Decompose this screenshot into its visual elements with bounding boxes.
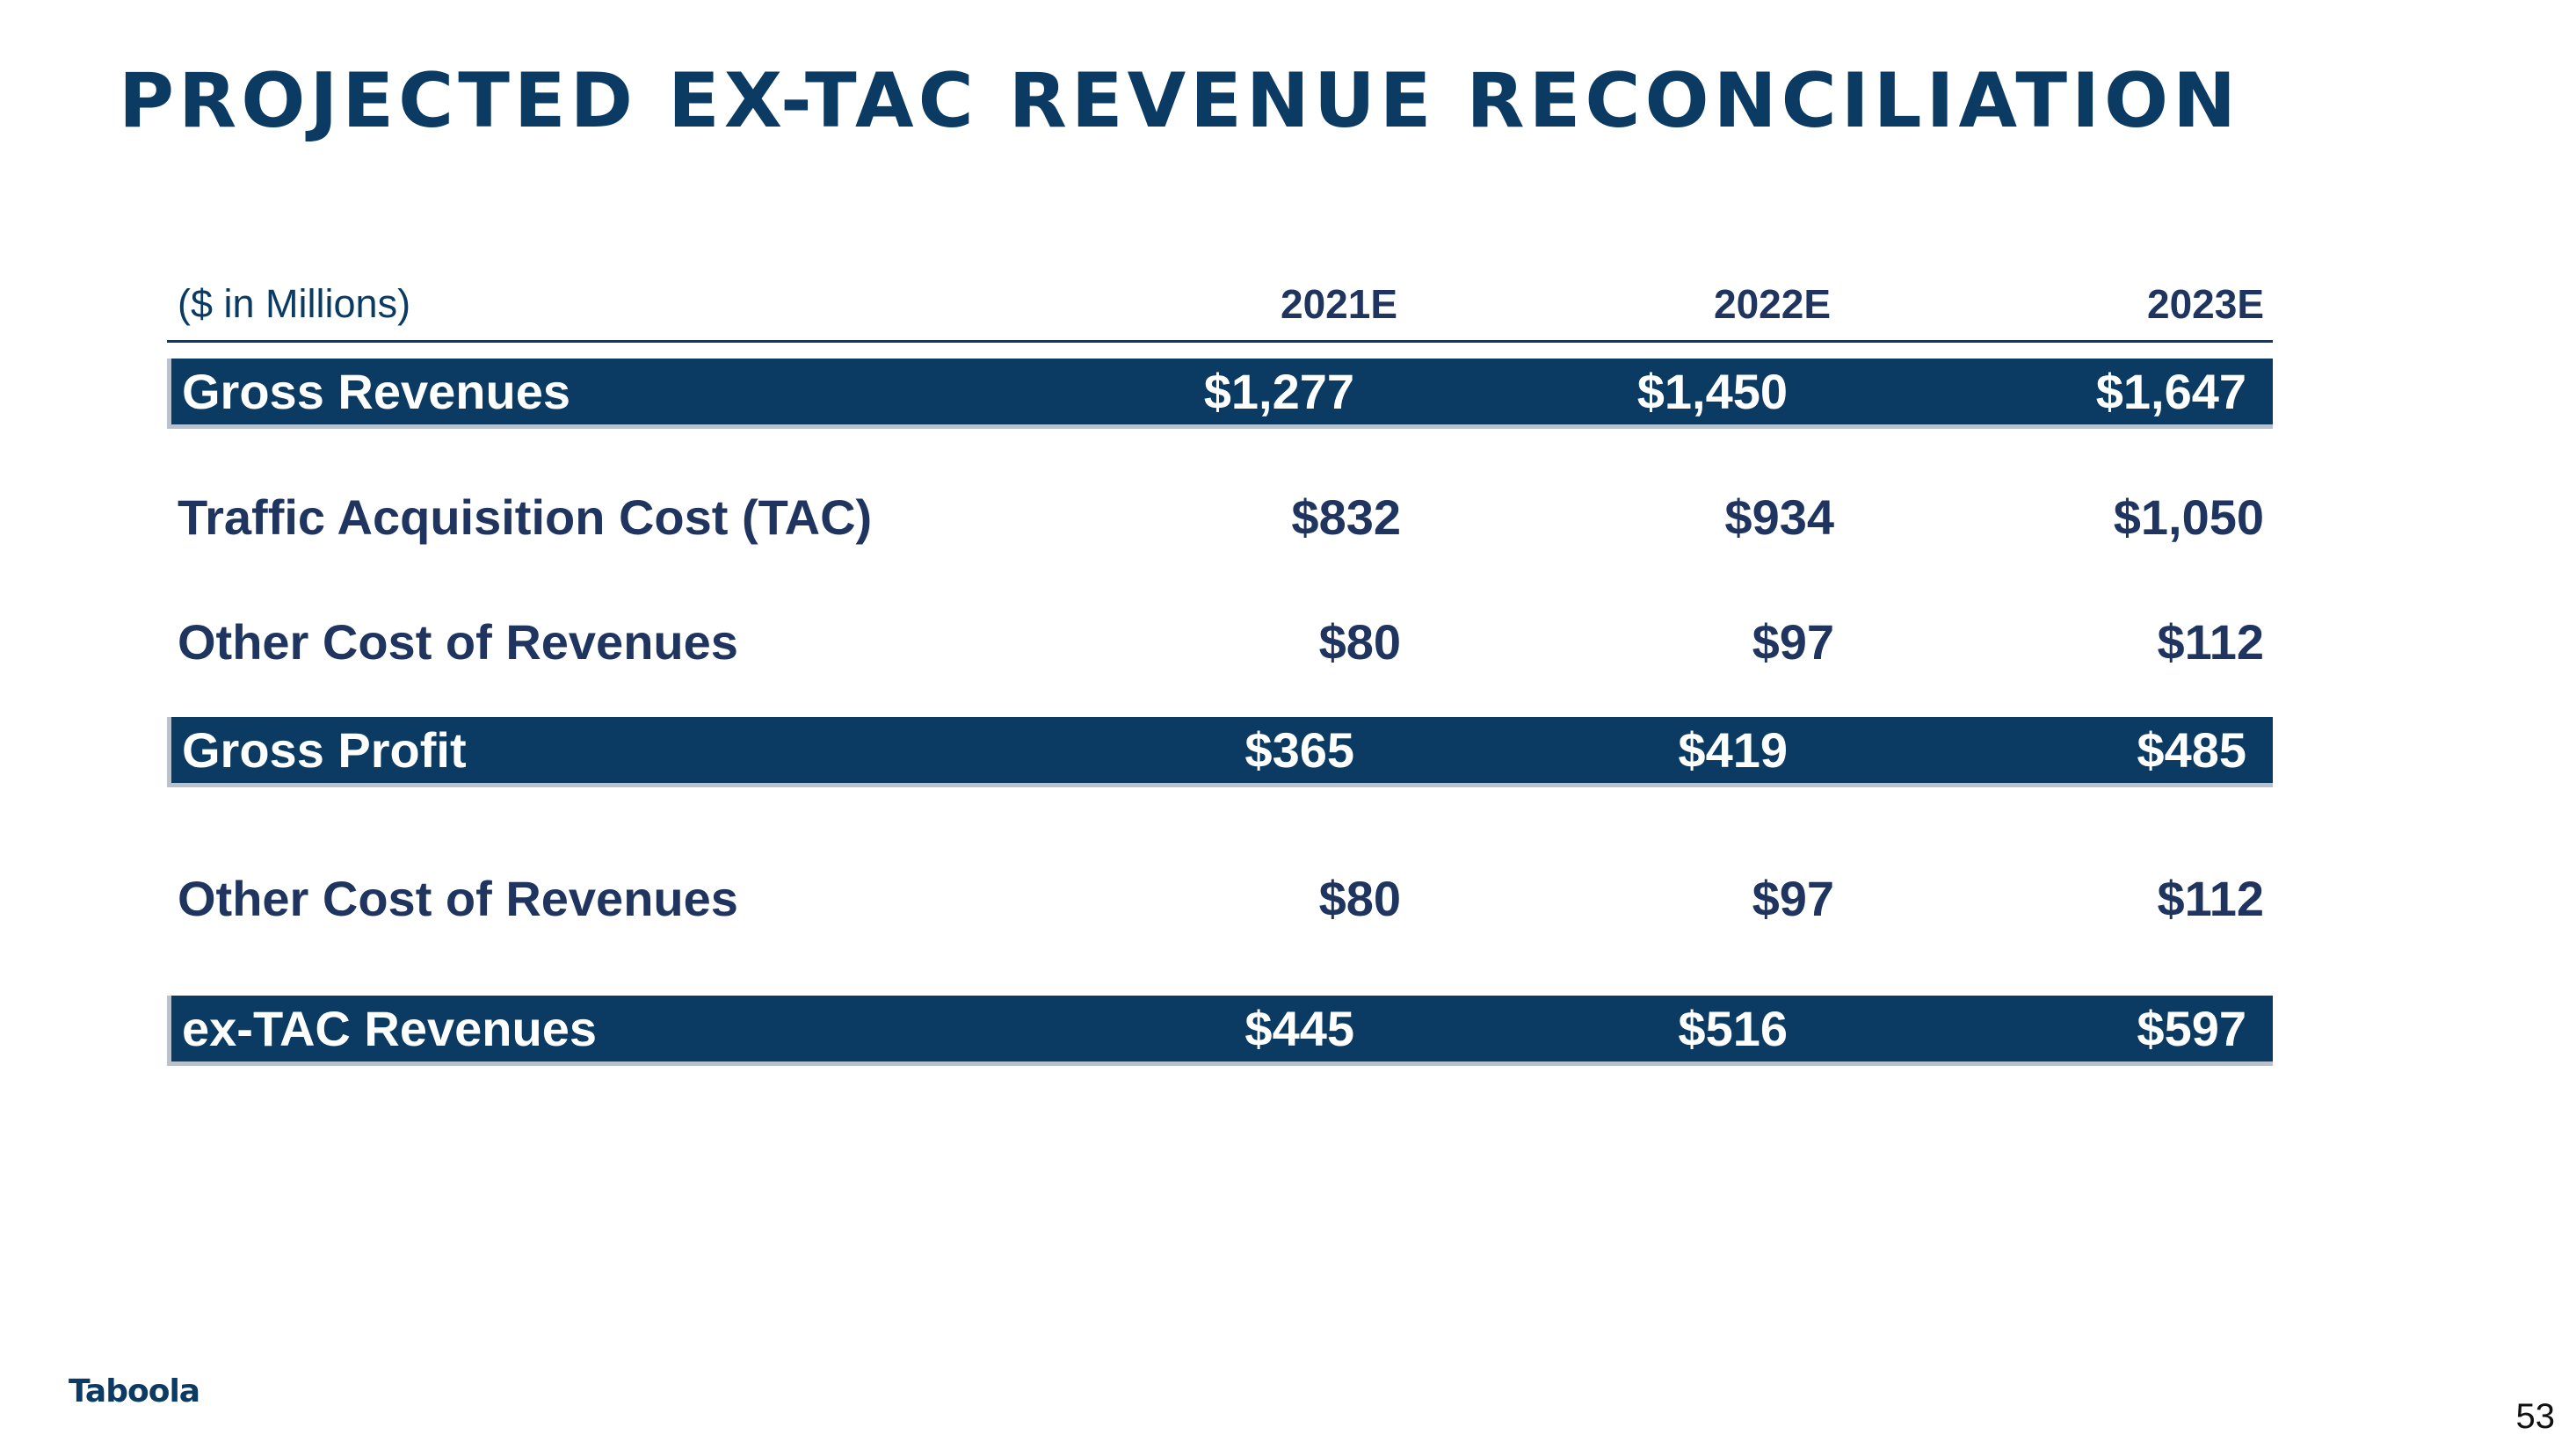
- table-row-other-cost-of-revenues-2: Other Cost of Revenues $80 $97 $112: [167, 864, 2273, 934]
- table-row-ex-tac-revenues: ex-TAC Revenues $445 $516 $597: [167, 996, 2273, 1066]
- row-label: Gross Profit: [182, 722, 467, 778]
- cell-2022: $934: [1724, 489, 1834, 545]
- cell-2022: $516: [1678, 1001, 1788, 1056]
- cell-2023: $1,050: [2113, 489, 2264, 545]
- row-label: Gross Revenues: [182, 364, 570, 419]
- reconciliation-table: ($ in Millions) 2021E 2022E 2023E Gross …: [167, 268, 2273, 1066]
- column-header-2022: 2022E: [1713, 281, 1831, 327]
- row-label: Other Cost of Revenues: [178, 614, 738, 670]
- cell-2023: $485: [2137, 722, 2246, 778]
- cell-2022: $1,450: [1636, 364, 1788, 419]
- cell-2023: $112: [2157, 871, 2265, 926]
- row-label: Other Cost of Revenues: [178, 871, 738, 926]
- cell-2021: $832: [1291, 489, 1401, 545]
- row-label: ex-TAC Revenues: [182, 1001, 598, 1056]
- cell-2022: $97: [1752, 614, 1834, 670]
- cell-2021: $445: [1244, 1001, 1354, 1056]
- cell-2023: $597: [2137, 1001, 2246, 1056]
- table-row-gross-profit: Gross Profit $365 $419 $485: [167, 717, 2273, 787]
- cell-2023: $1,647: [2095, 364, 2246, 419]
- table-row-other-cost-of-revenues: Other Cost of Revenues $80 $97 $112: [167, 607, 2273, 677]
- cell-2023: $112: [2157, 614, 2265, 670]
- slide-title: PROJECTED EX-TAC REVENUE RECONCILIATION: [119, 57, 2241, 145]
- unit-label: ($ in Millions): [178, 281, 411, 326]
- taboola-logo: Taboola: [69, 1373, 200, 1409]
- cell-2022: $419: [1678, 722, 1788, 778]
- column-header-2021: 2021E: [1280, 281, 1397, 327]
- cell-2021: $365: [1244, 722, 1354, 778]
- cell-2021: $1,277: [1203, 364, 1354, 419]
- table-row-gross-revenues: Gross Revenues $1,277 $1,450 $1,647: [167, 359, 2273, 429]
- cell-2021: $80: [1318, 871, 1401, 926]
- table-row-tac: Traffic Acquisition Cost (TAC) $832 $934…: [167, 482, 2273, 553]
- cell-2022: $97: [1752, 871, 1834, 926]
- cell-2021: $80: [1318, 614, 1401, 670]
- page-number: 53: [2515, 1397, 2556, 1436]
- table-header-row: ($ in Millions) 2021E 2022E 2023E: [167, 268, 2273, 343]
- row-label: Traffic Acquisition Cost (TAC): [178, 489, 873, 545]
- column-header-2023: 2023E: [2146, 281, 2264, 327]
